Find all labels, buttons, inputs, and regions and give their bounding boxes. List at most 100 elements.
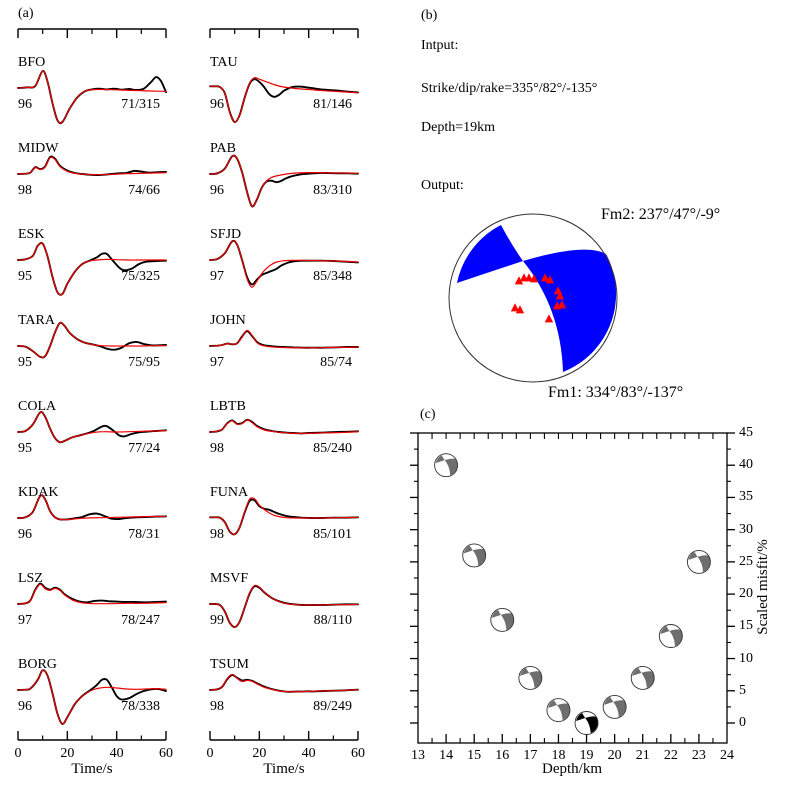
compressional-quadrant: [632, 667, 642, 676]
time-tick-label: 0: [206, 746, 214, 761]
station-name: ESK: [18, 227, 45, 242]
misfit-tick-label: 0: [739, 715, 746, 730]
station-projection-triangle: [524, 273, 534, 282]
station-name: LSZ: [18, 571, 43, 586]
compressional-quadrant: [444, 458, 458, 476]
misfit-tick-label: 40: [739, 457, 753, 473]
station-name: MIDW: [18, 141, 59, 156]
input-heading: Intput:: [421, 38, 459, 53]
compressional-quadrant: [472, 548, 486, 566]
compressional-quadrant: [604, 696, 614, 705]
station-name: TARA: [18, 313, 55, 328]
station-dist-az: 85/240: [313, 441, 352, 456]
fm2-solution-label: Fm2: 237°/47°/-9°: [601, 206, 721, 223]
station-dist-az: 71/315: [121, 97, 160, 112]
compressional-quadrant: [660, 626, 670, 634]
input-depth: Depth=19km: [421, 120, 495, 135]
compressional-quadrant: [576, 713, 586, 721]
depth-tick-label: 19: [579, 748, 594, 763]
synthetic-waveform-FUNA: [209, 497, 359, 536]
depth-tick-label: 13: [411, 748, 425, 763]
station-name: JOHN: [210, 313, 246, 328]
station-name: MSVF: [210, 571, 249, 586]
time-tick-label: 20: [252, 746, 267, 761]
time-tick-label: 60: [351, 746, 365, 761]
station-dist-az: 78/247: [121, 613, 160, 628]
station-projection-triangle: [515, 305, 525, 314]
misfit-beachball-depth-21: [630, 665, 655, 690]
fm1-solution-label: Fm1: 334°/83°/-137°: [548, 384, 684, 401]
compressional-quadrant: [557, 703, 570, 721]
misfit-beachball-depth-16: [490, 607, 515, 632]
depth-tick-label: 21: [635, 748, 650, 763]
synthetic-waveform-TARA: [17, 322, 167, 359]
station-quality: 96: [18, 97, 32, 112]
compressional-quadrant: [463, 545, 473, 554]
synthetic-waveform-BORG: [17, 669, 167, 725]
time-tick-label: 40: [301, 746, 316, 761]
misfit-beachball-depth-14: [434, 453, 459, 478]
station-projection-triangle: [557, 300, 567, 309]
misfit-beachball-depth-22: [658, 624, 683, 648]
synthetic-waveform-LBTB: [209, 419, 359, 434]
output-heading: Output:: [421, 178, 464, 193]
synthetic-waveform-TAU: [209, 77, 359, 123]
station-name: TAU: [210, 55, 238, 70]
synthetic-waveform-MSVF: [209, 584, 359, 628]
compressional-quadrant: [688, 551, 698, 560]
time-tick-label: 20: [60, 746, 75, 761]
station-name: COLA: [18, 399, 57, 414]
compressional-quadrant: [641, 671, 655, 689]
depth-tick-label: 17: [523, 748, 538, 763]
panel-b-label: (b): [421, 8, 438, 23]
panel-c-label: (c): [420, 407, 436, 422]
station-quality: 95: [18, 441, 32, 456]
observed-waveform-PAB: [209, 154, 359, 208]
station-quality: 97: [210, 269, 224, 284]
observed-waveform-COLA: [17, 411, 167, 444]
compressional-quadrant: [519, 667, 529, 676]
synthetic-waveform-TSUM: [209, 673, 359, 693]
compressional-quadrant: [548, 700, 558, 709]
compressional-quadrant: [456, 225, 523, 283]
station-name: BFO: [18, 55, 46, 70]
synthetic-waveform-ESK: [17, 242, 167, 296]
depth-tick-label: 22: [663, 748, 678, 763]
time-tick-label: 60: [159, 746, 173, 761]
focal-mechanism-beachball: [448, 213, 618, 383]
compressional-quadrant: [529, 671, 542, 689]
synthetic-waveform-PAB: [209, 155, 359, 208]
time-tick-label: 40: [109, 746, 124, 761]
station-quality: 96: [18, 699, 32, 714]
synthetic-waveform-SFJD: [209, 240, 359, 288]
station-projection-triangle: [510, 303, 520, 312]
depth-tick-label: 24: [720, 748, 734, 763]
misfit-tick-label: 25: [739, 553, 753, 569]
station-dist-az: 74/66: [128, 183, 160, 198]
misfit-tick-label: 5: [739, 682, 746, 698]
compressional-quadrant: [585, 716, 598, 734]
depth-axis-title: Depth/km: [542, 761, 602, 777]
misfit-tick-label: 30: [739, 521, 753, 537]
observed-waveform-JOHN: [209, 330, 359, 349]
station-dist-az: 75/95: [128, 355, 160, 370]
observed-waveform-MIDW: [17, 155, 167, 176]
station-projection-triangle: [540, 273, 550, 282]
depth-tick-label: 18: [551, 748, 566, 763]
station-name: FUNA: [210, 485, 249, 500]
station-projection-triangle: [529, 274, 539, 283]
depth-tick-label: 23: [691, 748, 706, 763]
station-quality: 98: [210, 527, 224, 542]
time-axis-title-col2: Time/s: [263, 761, 305, 777]
station-quality: 95: [18, 355, 32, 370]
station-quality: 99: [210, 613, 224, 628]
synthetic-waveform-KDAK: [17, 494, 167, 521]
station-quality: 98: [210, 699, 224, 714]
input-strike-dip-rake: Strike/dip/rake=335°/82°/-135°: [421, 81, 598, 96]
station-projection-triangle: [544, 314, 554, 323]
compressional-quadrant: [613, 700, 627, 718]
station-dist-az: 89/249: [313, 699, 352, 714]
misfit-beachball-depth-15: [462, 543, 487, 568]
station-name: BORG: [18, 657, 57, 672]
